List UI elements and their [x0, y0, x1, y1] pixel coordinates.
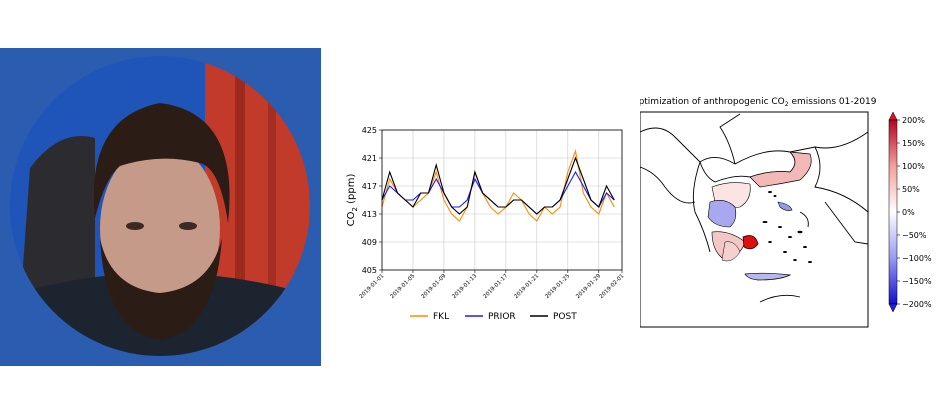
chair: [20, 136, 95, 308]
colorbar: 200% 150% 100% 50% 0% −50% −100% −150% −200%: [888, 111, 932, 313]
colorbar-tick-label: −150%: [902, 277, 932, 286]
hair: [93, 103, 230, 223]
colorbar-tick-label: 100%: [902, 162, 925, 171]
map-area: [640, 111, 869, 328]
x-tick-label: 2019-01-25: [544, 273, 571, 300]
chart-legend: FKL PRIOR POST: [410, 312, 577, 322]
y-axis-label-main: CO: [346, 211, 357, 226]
series-line-fkl: [381, 148, 615, 222]
chart-grid: [381, 129, 623, 271]
emissions-map-panel: Optimization of anthropogenic CO2 emissi…: [640, 97, 932, 328]
x-tick-label: 2019-01-13: [451, 273, 478, 300]
colorbar-tick-label: −200%: [902, 300, 932, 309]
colorbar-tick-label: −50%: [902, 231, 927, 240]
map-title-suffix: emissions 01-2019: [789, 97, 877, 107]
chart-series: [381, 148, 615, 222]
y-tick-label: 405: [362, 266, 377, 275]
colorbar-tick-label: 200%: [902, 116, 925, 125]
y-axis-label: CO2 (ppm): [346, 174, 359, 227]
portrait-photo: [0, 48, 321, 366]
plot-frame: [381, 129, 623, 271]
x-tick-label: 2019-01-09: [421, 273, 448, 300]
y-tick-label: 417: [362, 182, 377, 191]
face: [100, 143, 220, 313]
region-euboea: [777, 201, 793, 211]
x-tick-label: 2019-01-21: [513, 273, 540, 300]
map-title-main: Optimization of anthropogenic CO: [640, 97, 785, 107]
legend-label-post: POST: [553, 312, 577, 322]
y-axis-ticks: 405 409 413 417 421 425: [362, 126, 382, 275]
y-tick-label: 413: [362, 210, 377, 219]
y-axis-label-sub: 2: [351, 207, 359, 211]
x-tick-label: 2019-02-01: [599, 273, 626, 300]
colorbar-tick-label: −100%: [902, 254, 932, 263]
x-tick-label: 2019-01-17: [482, 273, 509, 300]
series-line-prior: [381, 170, 615, 215]
map-title: Optimization of anthropogenic CO2 emissi…: [640, 97, 877, 108]
beard: [100, 238, 222, 340]
region-crete: [744, 272, 792, 281]
legend-label-prior: PRIOR: [488, 312, 516, 322]
y-tick-label: 425: [362, 126, 377, 135]
map-title-sub: 2: [785, 101, 789, 108]
colorbar-tick-label: 150%: [902, 139, 925, 148]
colorbar-tick-label: 50%: [902, 185, 920, 194]
y-tick-label: 409: [362, 238, 377, 247]
region-thrace: [749, 151, 812, 188]
region-thessaly: [707, 200, 737, 228]
region-attica: [742, 235, 759, 250]
legend-label-fkl: FKL: [433, 312, 449, 322]
colorbar-tick-label: 0%: [902, 208, 915, 217]
x-axis-ticks: 2019-01-01 2019-01-05 2019-01-09 2019-01-13…: [359, 270, 626, 300]
x-tick-label: 2019-01-01: [359, 273, 386, 300]
y-axis-label-unit: (ppm): [346, 174, 357, 208]
series-line-post: [381, 156, 615, 215]
x-tick-label: 2019-01-05: [390, 273, 417, 300]
region-peloponnese: [721, 241, 741, 262]
y-tick-label: 421: [362, 154, 377, 163]
